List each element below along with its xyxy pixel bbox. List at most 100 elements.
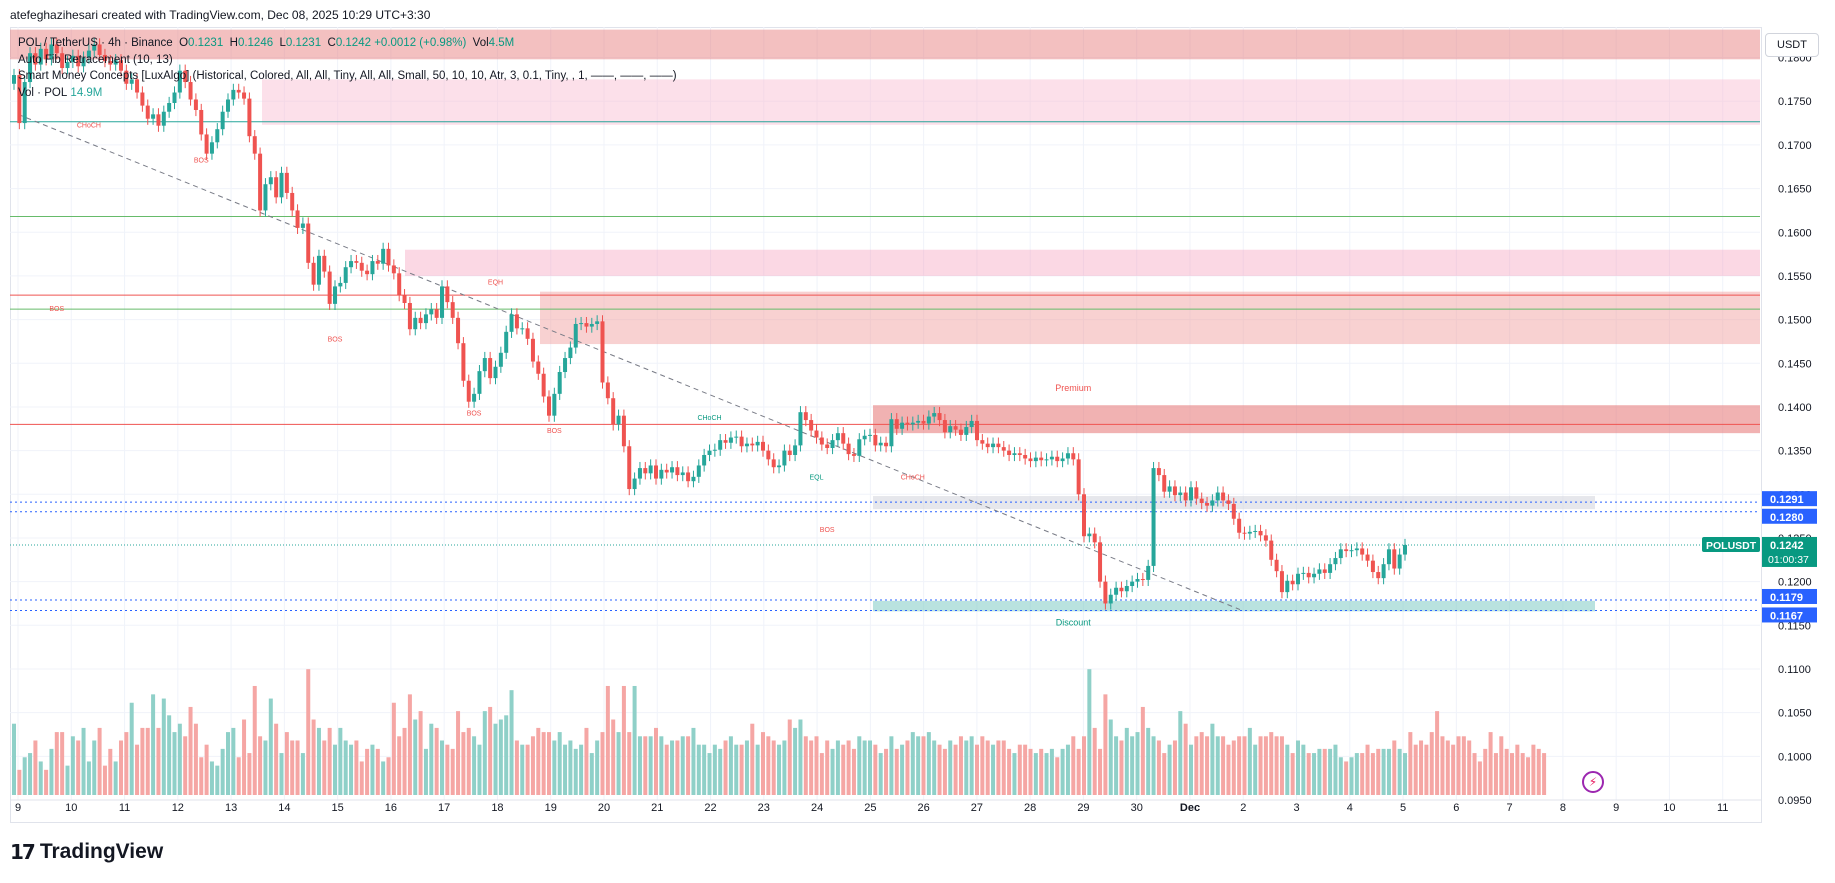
volume-bar	[407, 694, 412, 795]
volume-bar	[1317, 748, 1322, 795]
volume-bar	[932, 740, 937, 795]
candle-body	[81, 57, 86, 67]
candle-body	[242, 92, 247, 99]
candle-body	[809, 420, 814, 431]
price-axis-label: 0.1500	[1778, 315, 1812, 327]
volume-bar	[44, 769, 49, 795]
candle-body	[498, 352, 503, 367]
candle-body	[1354, 548, 1359, 551]
currency-button[interactable]: USDT	[1765, 33, 1819, 57]
candle-body	[199, 109, 204, 135]
time-axis-label: 14	[278, 802, 290, 814]
volume-bar	[991, 744, 996, 795]
volume-bar	[530, 736, 535, 795]
volume-bar	[1028, 748, 1033, 795]
legend-l-value: 0.1231	[285, 37, 322, 49]
candle-body	[1065, 453, 1070, 459]
volume-bar	[1408, 732, 1413, 795]
volume-bar	[777, 744, 782, 795]
volume-bar	[76, 740, 81, 795]
candle-body	[456, 317, 461, 344]
volume-bar	[461, 732, 466, 795]
candle-body	[985, 443, 990, 448]
candle-body	[643, 468, 648, 474]
chart-legend: POL / TetherUS · 4h · Binance O0.1231 H0…	[18, 35, 677, 101]
volume-bar	[1376, 748, 1381, 795]
candle-body	[86, 50, 91, 58]
candle-body	[1199, 498, 1204, 504]
volume-bar	[675, 740, 680, 795]
candle-body	[97, 44, 102, 55]
legend-indicator-fib[interactable]: Auto Fib Retracement (10, 13)	[18, 53, 173, 66]
annotation-label: EQH	[488, 280, 503, 287]
volume-bar	[236, 757, 241, 795]
volume-bar	[124, 732, 129, 795]
volume-bar	[161, 698, 166, 795]
volume-bar	[1071, 736, 1076, 795]
candle-body	[579, 323, 584, 325]
candle-body	[1274, 559, 1279, 572]
candle-body	[76, 55, 81, 67]
candle-body	[504, 331, 509, 353]
legend-indicator-smc[interactable]: Smart Money Concepts [LuxAlgo] (Historic…	[18, 70, 677, 82]
volume-bar	[1108, 719, 1113, 795]
candle-body	[1269, 540, 1274, 560]
candle-body	[1183, 492, 1188, 501]
candle-body	[835, 433, 840, 441]
legend-symbol[interactable]: POL / TetherUS · 4h · Binance	[18, 37, 173, 49]
legend-volume-row[interactable]: Vol · POL 14.9M	[18, 85, 677, 102]
candle-body	[793, 445, 798, 455]
volume-bar	[167, 715, 172, 795]
candle-body	[145, 105, 150, 119]
volume-bar	[231, 727, 236, 795]
candle-body	[1071, 453, 1076, 460]
annotation-label: CHoCH	[901, 474, 925, 481]
time-axis-label: 28	[1024, 802, 1036, 814]
volume-bar	[188, 706, 193, 795]
candle-body	[670, 467, 675, 473]
candle-body	[102, 54, 107, 62]
volume-bar	[1445, 740, 1450, 795]
candle-body	[1403, 544, 1407, 555]
candle-body	[220, 111, 225, 130]
candle-body	[343, 267, 348, 283]
chart-frame[interactable]	[10, 27, 1762, 823]
candle-body	[1381, 564, 1386, 579]
volume-bar	[1290, 753, 1295, 795]
volume-bar	[279, 753, 284, 795]
candle-body	[108, 61, 113, 65]
volume-bar	[707, 753, 712, 795]
volume-bar	[627, 732, 632, 795]
time-axis-label: 10	[1663, 802, 1675, 814]
candle-body	[1333, 558, 1338, 565]
volume-bar	[1183, 723, 1188, 795]
volume-bar	[183, 736, 188, 795]
candle-body	[466, 380, 471, 402]
candle-body	[937, 413, 942, 421]
candle-body	[841, 433, 846, 444]
candle-body	[536, 361, 541, 374]
legend-ohlc-row[interactable]: POL / TetherUS · 4h · Binance O0.1231 H0…	[18, 35, 677, 52]
volume-bar	[295, 740, 300, 795]
volume-bar	[825, 740, 830, 795]
volume-bar	[92, 740, 97, 795]
volume-bar	[958, 736, 963, 795]
volume-bar	[1296, 740, 1300, 795]
candle-body	[627, 446, 632, 490]
candle-body	[44, 48, 49, 60]
time-axis-label: 25	[864, 802, 876, 814]
volume-bar	[268, 698, 273, 795]
volume-bar	[193, 723, 198, 795]
volume-bar	[1221, 736, 1226, 795]
candle-body	[129, 79, 134, 84]
candle-body	[204, 134, 209, 154]
lightning-icon[interactable]: ⚡	[1582, 771, 1604, 793]
volume-bar	[1231, 740, 1236, 795]
volume-bar	[723, 740, 728, 795]
candle-body	[595, 321, 600, 324]
candle-body	[263, 184, 268, 211]
volume-bar	[1285, 744, 1290, 795]
volume-bar	[215, 765, 220, 795]
time-axis-label: 19	[545, 802, 557, 814]
